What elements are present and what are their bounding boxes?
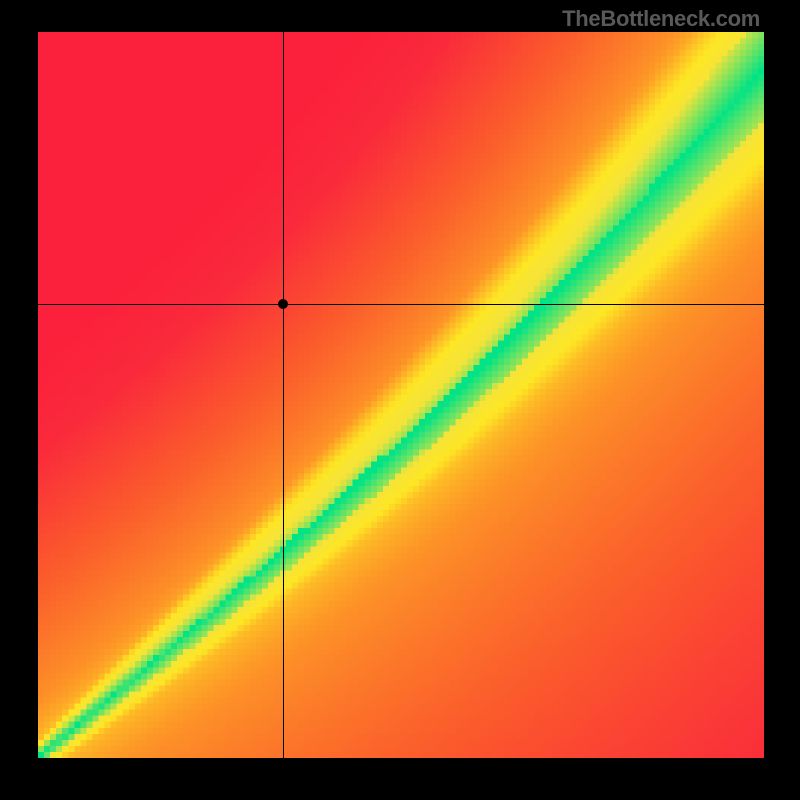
crosshair-horizontal [38,304,764,305]
crosshair-marker [278,299,288,309]
heatmap-plot [38,32,764,758]
watermark-text: TheBottleneck.com [562,6,760,32]
heatmap-canvas [38,32,764,758]
crosshair-vertical [283,32,284,758]
